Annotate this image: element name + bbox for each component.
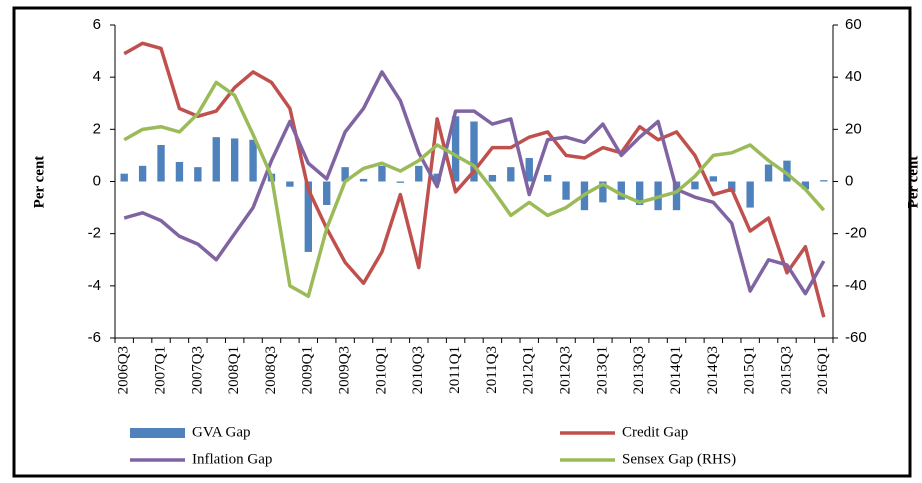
bar: [562, 181, 570, 200]
bar: [617, 181, 625, 200]
bar: [157, 144, 165, 182]
frame: [12, 6, 912, 478]
bar: [194, 167, 202, 182]
bar: [525, 158, 533, 182]
x-tick-label: 2013Q1: [594, 346, 610, 394]
legend-label: Sensex Gap (RHS): [622, 451, 736, 467]
bar: [359, 178, 368, 182]
bar: [415, 165, 423, 182]
y-axis-label: Per cent: [31, 156, 47, 209]
bar: [470, 121, 478, 182]
bar: [488, 174, 497, 182]
bar: [543, 174, 552, 182]
y-tick-label: -4: [88, 277, 101, 294]
bar: [286, 181, 294, 187]
bar: [433, 173, 441, 182]
bar: [120, 173, 128, 182]
bar: [341, 167, 349, 182]
x-tick-label: 2009Q1: [300, 346, 316, 394]
bar: [820, 180, 828, 182]
bar: [378, 165, 386, 182]
bar: [728, 181, 736, 192]
y-tick-label: 0: [93, 172, 101, 189]
bar: [672, 181, 681, 211]
x-tick-label: 2012Q1: [521, 346, 537, 394]
bar: [764, 164, 773, 182]
y2-tick-label: 40: [845, 68, 862, 85]
x-tick-label: 2007Q3: [189, 346, 205, 394]
line: [123, 70, 826, 296]
bar: [507, 167, 515, 182]
y-tick-label: -6: [88, 329, 101, 346]
x-tick-label: 2010Q3: [410, 346, 426, 394]
x-tick-label: 2013Q3: [631, 346, 647, 394]
legend-label: Inflation Gap: [192, 451, 272, 467]
x-tick-label: 2016Q1: [815, 346, 831, 394]
bar: [230, 138, 239, 182]
bar: [304, 181, 312, 252]
bar: [249, 139, 257, 182]
x-tick-label: 2015Q1: [742, 346, 758, 394]
x-tick-label: 2015Q3: [778, 346, 794, 394]
y2-tick-label: 0: [845, 172, 853, 189]
bar: [709, 176, 718, 182]
bar: [636, 181, 644, 205]
y-tick-label: 6: [93, 16, 101, 33]
x-tick-label: 2010Q1: [373, 346, 389, 394]
line: [123, 41, 826, 318]
bar: [212, 137, 220, 182]
y2-tick-label: 20: [845, 120, 862, 137]
bar: [783, 160, 791, 182]
y2-tick-label: 60: [845, 16, 862, 33]
y2-tick-label: -60: [845, 329, 867, 346]
legend-swatch: [130, 428, 185, 438]
x-tick-label: 2011Q3: [484, 346, 500, 394]
bar: [175, 161, 184, 182]
x-tick-label: 2012Q3: [557, 346, 573, 394]
y2-tick-label: -20: [845, 225, 867, 242]
x-tick-label: 2014Q1: [668, 346, 684, 394]
y-tick-label: 2: [93, 120, 101, 137]
legend-label: GVA Gap: [192, 424, 250, 440]
y2-axis-label: Per cent: [905, 156, 921, 209]
x-tick-label: 2011Q1: [447, 346, 463, 394]
x-tick-label: 2008Q3: [263, 346, 279, 394]
x-tick-label: 2006Q3: [116, 346, 132, 394]
line: [123, 80, 826, 299]
legend-label: Credit Gap: [622, 424, 688, 440]
x-tick-label: 2014Q3: [705, 346, 721, 394]
x-tick-label: 2007Q1: [152, 346, 168, 394]
x-tick-label: 2008Q1: [226, 346, 242, 394]
bar: [138, 165, 147, 182]
bar: [396, 181, 405, 183]
y2-tick-label: -40: [845, 277, 867, 294]
bar: [691, 181, 699, 190]
y-tick-label: 4: [93, 68, 101, 85]
bar: [599, 181, 607, 203]
x-tick-label: 2009Q3: [337, 346, 353, 394]
bar: [801, 181, 810, 190]
bar: [746, 181, 754, 208]
bar: [451, 116, 460, 182]
bar: [323, 181, 331, 205]
y-tick-label: -2: [88, 225, 101, 242]
